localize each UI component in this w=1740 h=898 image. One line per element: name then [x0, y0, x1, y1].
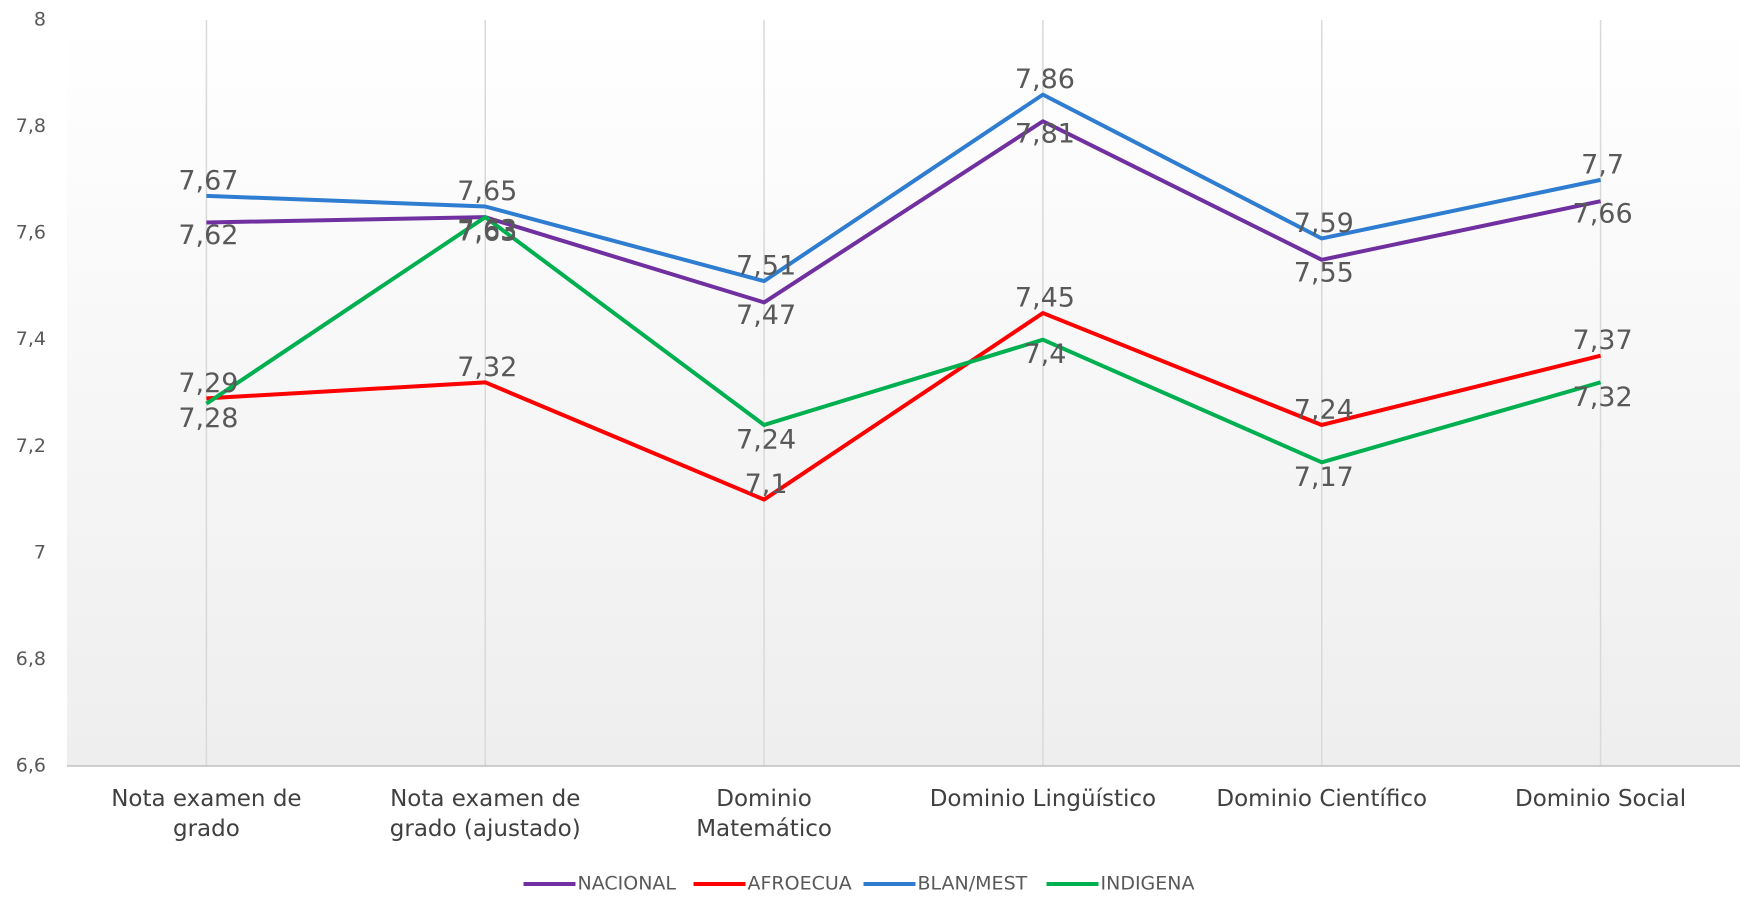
data-label: 7,45: [1015, 283, 1075, 314]
plot-background: [67, 20, 1740, 766]
data-label: 7,81: [1015, 119, 1075, 150]
data-label: 7,17: [1294, 462, 1354, 493]
y-tick-label: 7,2: [16, 435, 46, 457]
data-label: 7,29: [178, 368, 238, 399]
data-label: 7,1: [745, 469, 788, 500]
data-label: 7,32: [457, 352, 517, 383]
y-tick-label: 6,8: [16, 648, 46, 670]
data-label: 7,37: [1573, 325, 1633, 356]
data-label: 7,65: [457, 176, 517, 207]
y-tick-label: 7: [34, 541, 46, 563]
legend-label: NACIONAL: [578, 873, 677, 895]
series-line: [205, 215, 1602, 465]
data-label: 7,28: [178, 403, 238, 434]
y-tick-label: 7,6: [16, 222, 46, 244]
data-label: 7,62: [178, 220, 238, 251]
data-label: 7,24: [736, 424, 796, 455]
data-label: 7,67: [178, 165, 238, 196]
data-label: 7,63: [457, 215, 517, 246]
y-tick-label: 7,8: [16, 115, 46, 137]
x-tick-label: Nota examen de grado (ajustado): [389, 786, 581, 842]
series-line: [206, 92, 1601, 284]
data-label: 7,55: [1294, 257, 1354, 288]
data-label: 7,4: [1023, 339, 1066, 370]
legend-label: BLAN/MEST: [918, 873, 1028, 895]
x-tick-label: Nota examen de grado: [111, 786, 302, 842]
x-tick-label: Dominio Social: [1515, 786, 1687, 812]
data-label: 7,63: [457, 217, 517, 248]
legend-label: INDIGENA: [1101, 873, 1195, 895]
x-tick-label: Dominio Científico: [1216, 786, 1428, 812]
data-label: 7,47: [736, 300, 796, 331]
data-label: 7,24: [1294, 394, 1354, 425]
legend-label: AFROECUA: [748, 873, 852, 895]
y-tick-label: 7,4: [16, 328, 46, 350]
data-label: 7,7: [1581, 149, 1624, 180]
y-tick-label: 6,6: [16, 755, 46, 777]
series-line: [206, 311, 1602, 502]
data-label: 7,86: [1015, 64, 1075, 95]
x-tick-label: Dominio Lingüístico: [929, 786, 1157, 812]
data-label: 7,32: [1573, 382, 1633, 413]
data-label: 7,51: [736, 251, 796, 282]
data-label: 7,59: [1294, 208, 1354, 239]
data-label: 7,66: [1573, 199, 1633, 230]
x-tick-label: Dominio Matemático: [696, 786, 832, 842]
y-tick-label: 8: [34, 9, 46, 31]
series-line: [206, 119, 1601, 305]
